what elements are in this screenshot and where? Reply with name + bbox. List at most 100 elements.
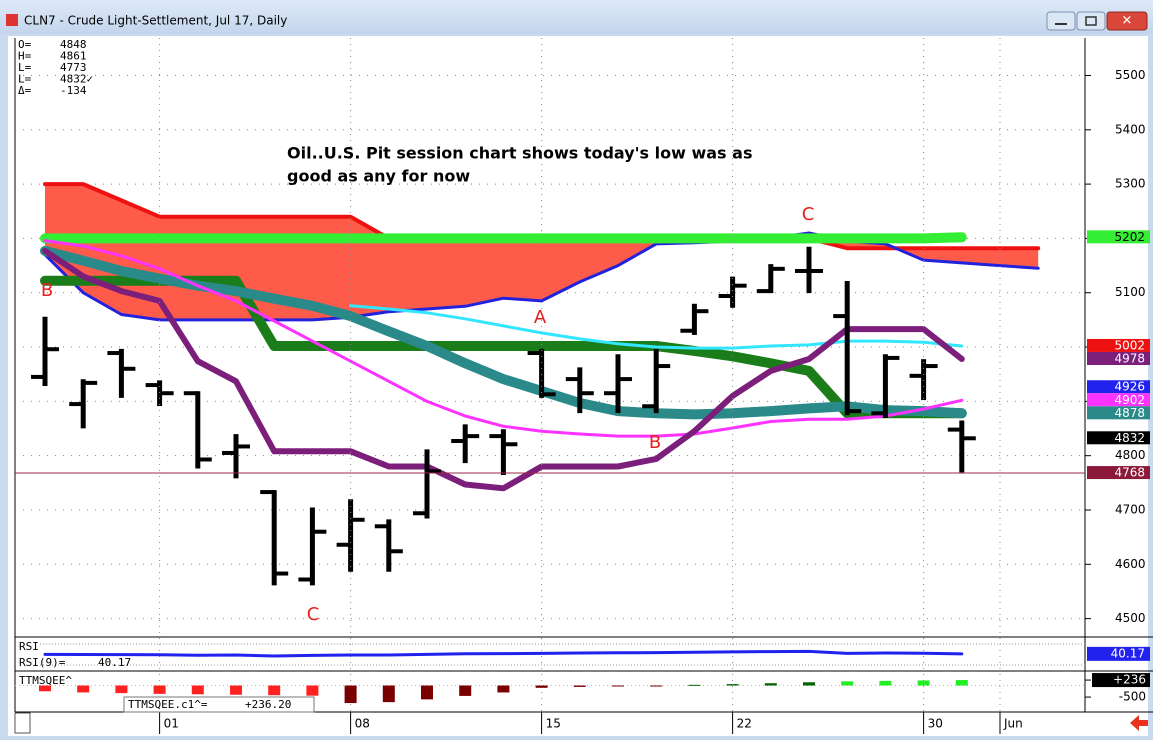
x-tick-label: 22 (737, 717, 752, 731)
ttm-readout-label: TTMSQEE.c1^= (128, 698, 208, 711)
close-button[interactable] (1106, 11, 1148, 31)
y-tick-label: 5400 (1115, 122, 1146, 136)
close-icon: ✕ (1122, 14, 1133, 29)
readout-value: -134 (60, 84, 87, 97)
restore-button[interactable] (1076, 11, 1106, 31)
window-buttons[interactable]: ✕ (1046, 11, 1148, 31)
ttm-bar (955, 680, 968, 686)
ttm-readout-value: +236.20 (245, 698, 291, 711)
ttm-bar (726, 684, 739, 686)
readout-label: Δ= (18, 84, 32, 97)
ohlc-bar (947, 420, 976, 473)
ttm-readout-box (123, 696, 315, 713)
ohlc-bar (374, 519, 403, 572)
price-label-box (1087, 466, 1150, 480)
y-tick-label: 4800 (1115, 448, 1146, 462)
ttm-bar (535, 685, 548, 688)
readout-label: H= (18, 50, 32, 63)
ohlc-bar (527, 348, 556, 398)
ohlc-bar (565, 367, 594, 414)
ohlc-bar (871, 354, 900, 419)
price-label-box (1087, 380, 1150, 394)
wave-label: B (41, 280, 53, 301)
price-label: 4768 (1114, 466, 1145, 480)
readout-value: 4832✓ (60, 73, 93, 86)
y-tick-label: 5100 (1115, 285, 1146, 299)
ttm-title: TTMSQEE^ (19, 674, 72, 687)
ohlc-bar (260, 490, 289, 586)
ttm-bar (879, 680, 892, 686)
ttm-bar (344, 685, 357, 704)
ttm-bar (39, 685, 51, 692)
ttm-bar (153, 685, 166, 694)
price-label: 4832 (1114, 431, 1145, 445)
ttm-bar (841, 681, 854, 686)
price-label: 5002 (1114, 338, 1145, 352)
ttm-bar (191, 685, 204, 695)
ohlc-bar (413, 449, 441, 519)
price-label: 4902 (1114, 393, 1145, 407)
rsi-title: RSI (19, 640, 39, 653)
readout-value: 4848 (60, 38, 87, 51)
indicator-line (43, 239, 964, 438)
price-label-box (1087, 431, 1150, 445)
x-tick-label: Jun (1003, 717, 1023, 731)
x-tick-label: 15 (546, 717, 561, 731)
ttm-bar (688, 684, 701, 686)
minimize-button[interactable] (1046, 11, 1076, 31)
ohlc-bar (680, 303, 709, 335)
readout-value: 4773 (60, 61, 87, 74)
rsi-label: 40.17 (1111, 646, 1145, 660)
ttm-tick-label: +236 (1113, 673, 1146, 687)
price-label: 4978 (1114, 351, 1145, 365)
ttm-tick-label: -500 (1119, 690, 1146, 704)
ohlc-bar (604, 354, 632, 414)
scroll-arrow[interactable] (1130, 715, 1148, 731)
ttm-label-box (1092, 673, 1150, 688)
ohlc-bar (336, 499, 365, 572)
rsi-line (43, 649, 964, 658)
x-tick-label: 30 (928, 717, 943, 731)
indicator-line (349, 304, 964, 350)
ohlc-bar (222, 434, 250, 479)
restore-icon (1085, 16, 1097, 26)
price-label-box (1087, 351, 1150, 365)
window-title: CLN7 - Crude Light-Settlement, Jul 17, D… (24, 14, 287, 28)
readout-label: O= (18, 38, 32, 51)
wave-label: A (534, 307, 547, 328)
ohlc-bar (69, 379, 98, 429)
price-label: 4878 (1114, 406, 1145, 420)
ohlc-bar (107, 348, 136, 398)
ttm-bar (917, 680, 930, 686)
ohlc-bar (145, 380, 174, 407)
ttm-bar (306, 685, 319, 696)
scroll-box[interactable] (14, 712, 31, 734)
ttm-bar (115, 685, 128, 694)
ohlc-bar (183, 391, 212, 469)
price-label-box (1087, 338, 1150, 352)
ttm-bar (459, 685, 472, 696)
rsi-readout-value: 40.17 (98, 656, 131, 669)
ttm-bar (650, 685, 663, 687)
rsi-readout-label: RSI(9)= (19, 656, 66, 669)
x-tick-label: 08 (355, 717, 370, 731)
y-tick-label: 4700 (1115, 502, 1146, 516)
indicator-line (40, 232, 967, 244)
ohlc-bar (756, 264, 785, 294)
ohlc-bar (451, 424, 480, 464)
app-icon (6, 14, 18, 26)
readout-value: 4861 (60, 50, 87, 63)
ohlc-bar (795, 246, 823, 294)
price-label-box (1087, 230, 1150, 244)
ttm-bar (573, 685, 586, 687)
ttm-bar (497, 685, 510, 693)
ttm-bar (764, 683, 777, 686)
ohlc-bar (642, 348, 671, 414)
price-plot (15, 74, 1085, 620)
annotation: Oil..U.S. Pit session chart shows today'… (287, 144, 752, 163)
readout-label: L= (18, 73, 32, 86)
ttm-bar (421, 685, 433, 700)
ttm-plot (15, 680, 1085, 704)
wave-label: C (307, 604, 320, 625)
